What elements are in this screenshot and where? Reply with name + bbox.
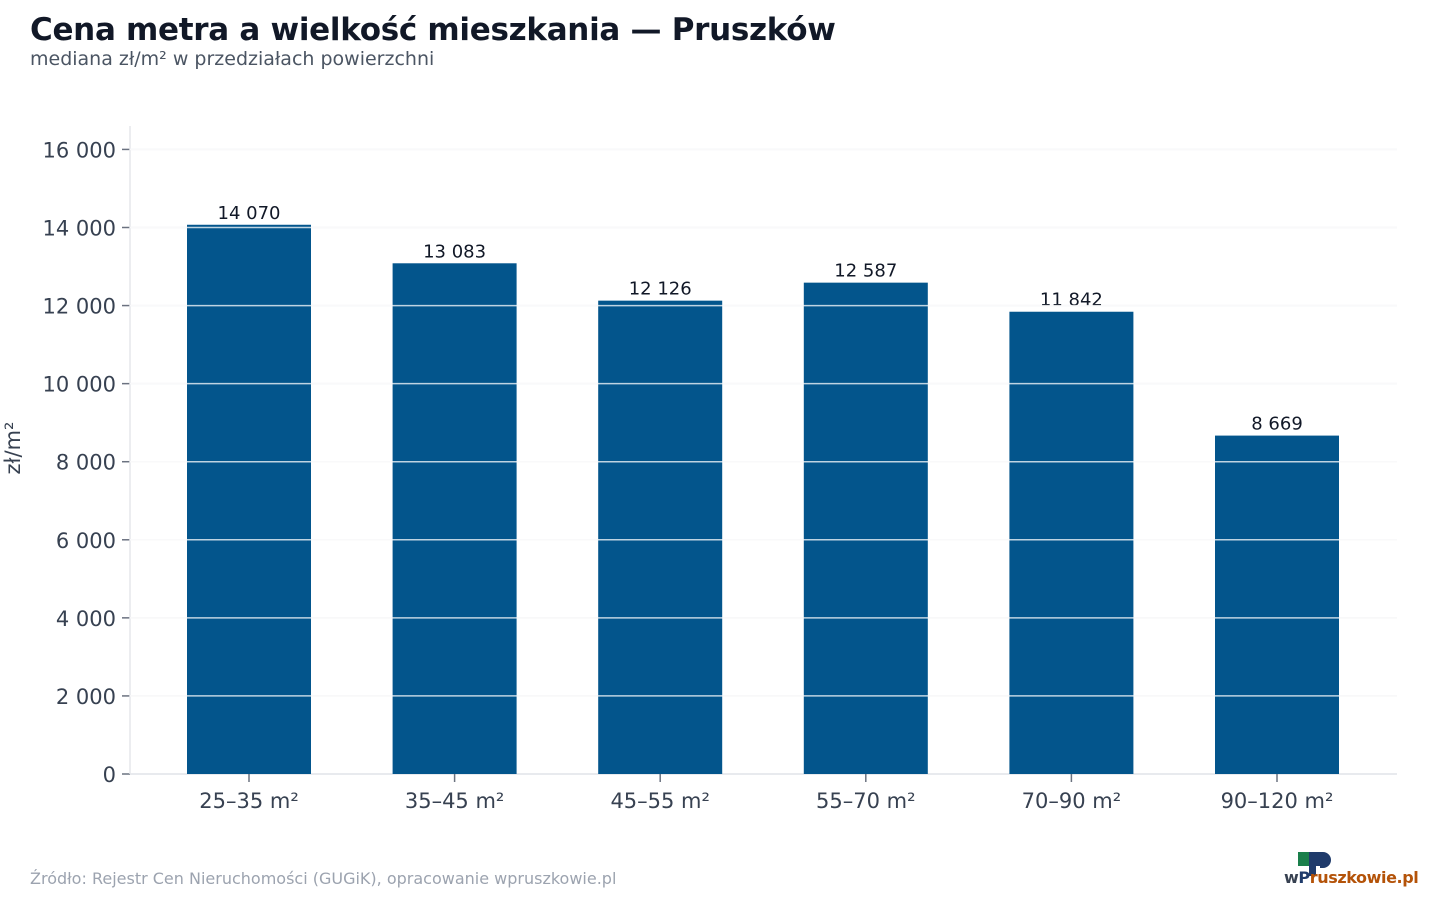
page-title: Cena metra a wielkość mieszkania — Prusz… bbox=[30, 12, 836, 48]
y-tick-label: 16 000 bbox=[43, 138, 116, 162]
data-label: 8 669 bbox=[1251, 414, 1303, 435]
bar bbox=[187, 224, 311, 774]
data-label: 13 083 bbox=[423, 241, 486, 262]
bar bbox=[392, 263, 517, 774]
logo-text: wPruszkowie.pl bbox=[1284, 868, 1419, 887]
y-tick-label: 10 000 bbox=[43, 373, 116, 397]
x-tick-label: 90–120 m² bbox=[1221, 789, 1334, 813]
y-tick-label: 0 bbox=[103, 763, 116, 787]
bar bbox=[598, 300, 723, 774]
x-tick-label: 35–45 m² bbox=[405, 789, 505, 813]
source-note: Źródło: Rejestr Cen Nieruchomości (GUGiK… bbox=[30, 869, 617, 888]
logo-mark-icon bbox=[1298, 852, 1331, 876]
bar bbox=[1009, 311, 1134, 774]
bar bbox=[1215, 435, 1339, 774]
site-logo[interactable]: wPruszkowie.pl bbox=[1284, 852, 1419, 892]
x-tick-label: 70–90 m² bbox=[1022, 789, 1122, 813]
x-tick-label: 45–55 m² bbox=[610, 789, 710, 813]
data-label: 14 070 bbox=[218, 203, 281, 224]
y-tick-label: 8 000 bbox=[56, 451, 116, 475]
bar bbox=[803, 282, 928, 774]
x-tick-label: 55–70 m² bbox=[816, 789, 916, 813]
y-tick-label: 4 000 bbox=[56, 607, 116, 631]
page-subtitle: mediana zł/m² w przedziałach powierzchni bbox=[30, 48, 435, 70]
y-tick-label: 12 000 bbox=[43, 295, 116, 319]
x-tick-label: 25–35 m² bbox=[199, 789, 299, 813]
y-tick-label: 6 000 bbox=[56, 529, 116, 553]
y-tick-label: 2 000 bbox=[56, 685, 116, 709]
data-label: 11 842 bbox=[1040, 290, 1103, 311]
y-axis-label: zł/m² bbox=[1, 422, 25, 475]
data-label: 12 126 bbox=[629, 279, 692, 300]
y-tick-label: 14 000 bbox=[43, 216, 116, 240]
data-label: 12 587 bbox=[834, 261, 897, 282]
